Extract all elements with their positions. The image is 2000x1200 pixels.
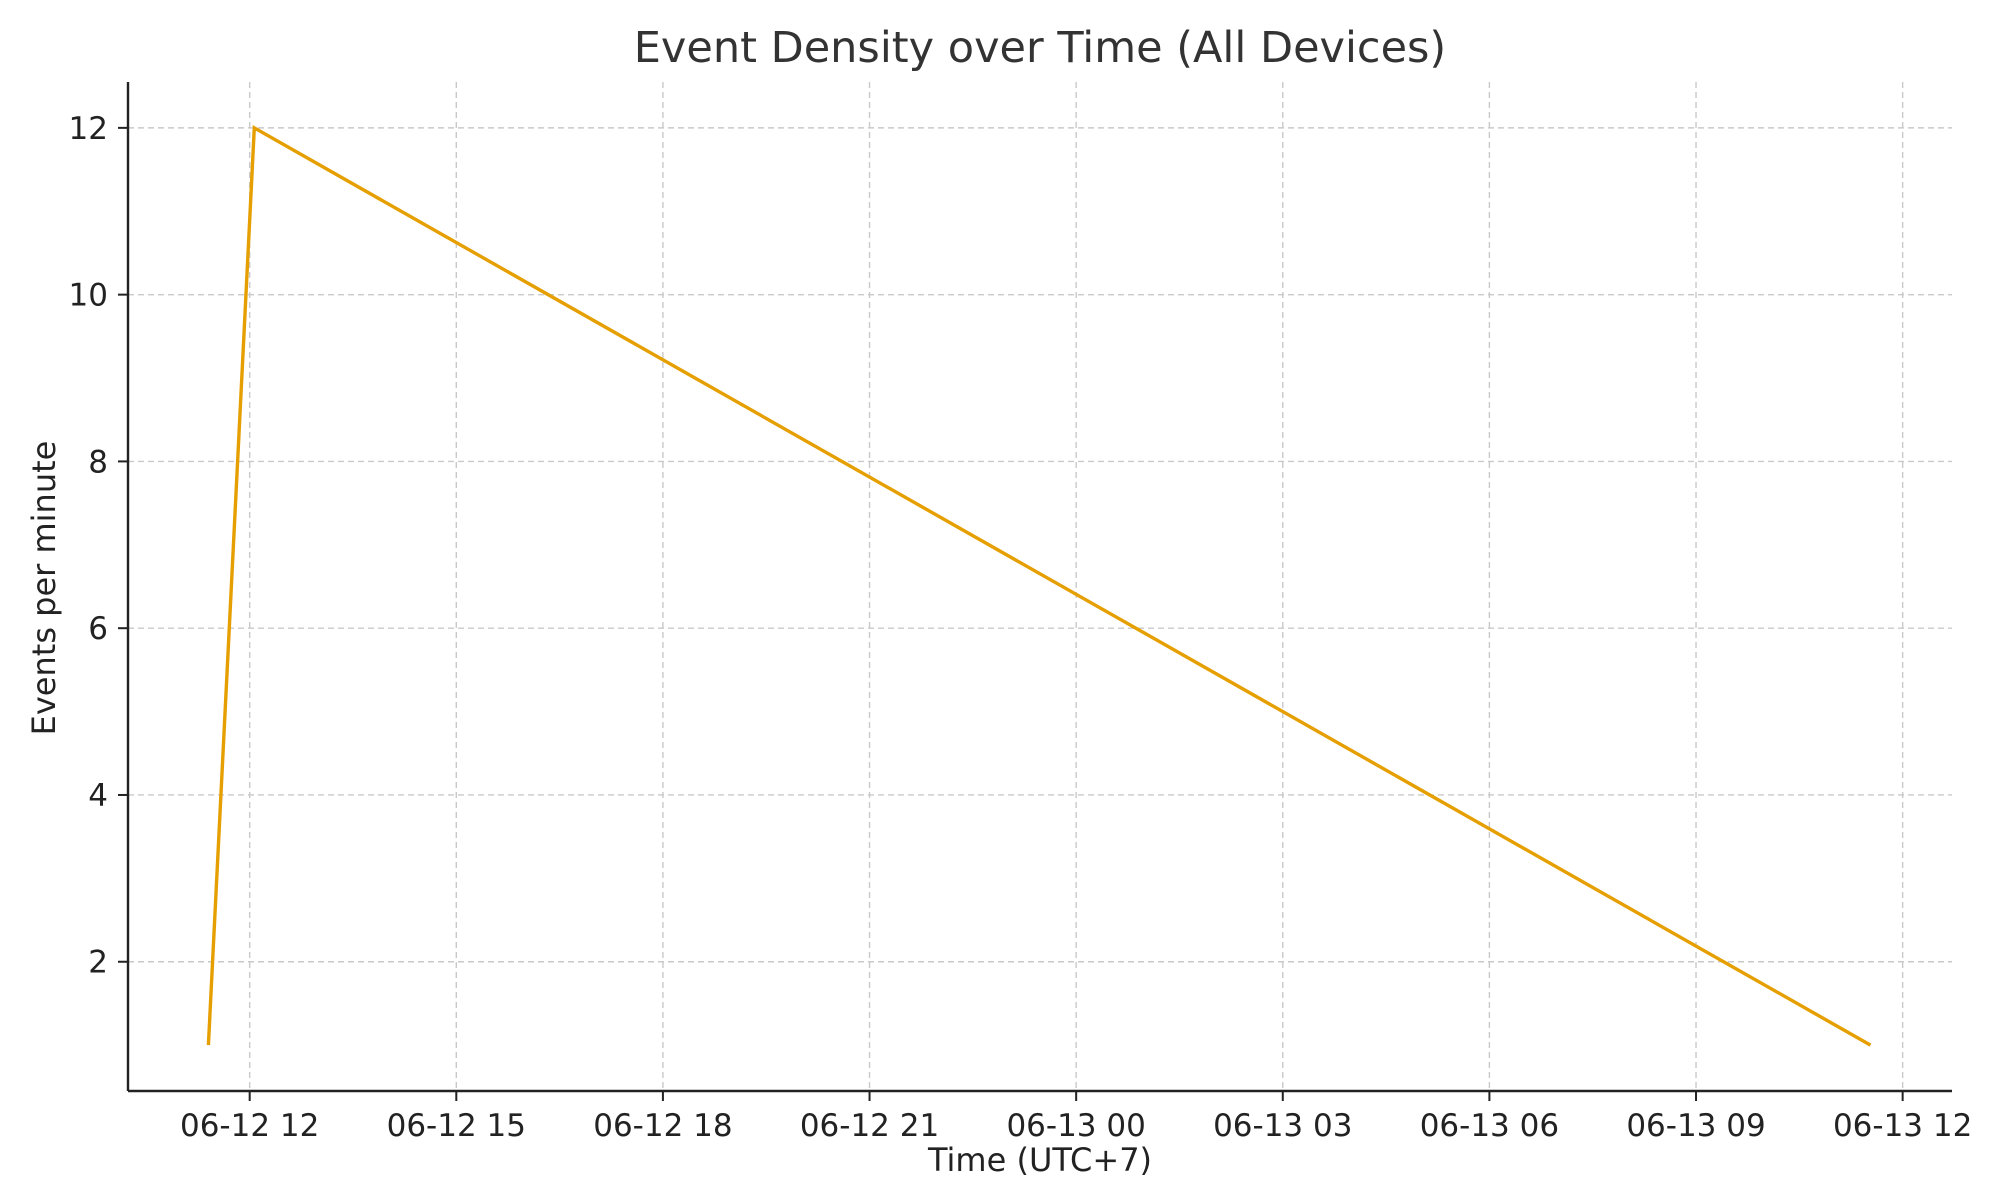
chart-title: Event Density over Time (All Devices) — [634, 23, 1446, 73]
y-tick-label: 2 — [88, 945, 108, 981]
x-tick-label: 06-12 12 — [180, 1108, 319, 1144]
series-line-0 — [206, 125, 1872, 1047]
x-tick-label: 06-13 09 — [1626, 1108, 1765, 1144]
x-tick-label: 06-13 06 — [1420, 1108, 1559, 1144]
ticks-layer: 06-12 12 06-12 15 06-12 18 06-12 21 06-13 00… — [69, 111, 1973, 1144]
x-tick-label: 06-12 15 — [387, 1108, 526, 1144]
y-tick-label: 4 — [88, 778, 108, 814]
axes-layer — [126, 82, 1952, 1093]
x-axis-label: Time (UTC+7) — [927, 1141, 1152, 1179]
y-tick-label: 10 — [69, 278, 108, 314]
y-axis-label: Events per minute — [25, 441, 63, 736]
grid-layer — [128, 82, 1952, 1091]
x-tick-label: 06-13 00 — [1006, 1108, 1145, 1144]
x-tick-label: 06-13 12 — [1833, 1108, 1972, 1144]
x-tick-label: 06-12 18 — [593, 1108, 732, 1144]
y-tick-label: 6 — [88, 611, 108, 647]
series-layer — [206, 125, 1872, 1047]
x-tick-label: 06-12 21 — [800, 1108, 939, 1144]
x-tick-label: 06-13 03 — [1213, 1108, 1352, 1144]
y-tick-label: 12 — [69, 111, 108, 147]
y-tick-label: 8 — [88, 444, 108, 480]
